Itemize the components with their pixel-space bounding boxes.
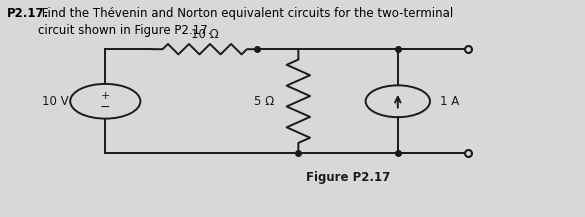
- Text: −: −: [100, 101, 111, 114]
- Text: P2.17.: P2.17.: [7, 7, 49, 20]
- Text: 5 Ω: 5 Ω: [253, 95, 274, 108]
- Text: Find the Thévenin and Norton equivalent circuits for the two-terminal: Find the Thévenin and Norton equivalent …: [38, 7, 453, 20]
- Text: Figure P2.17: Figure P2.17: [306, 171, 390, 184]
- Text: 10 V: 10 V: [42, 95, 69, 108]
- Text: 1 A: 1 A: [440, 95, 459, 108]
- Text: circuit shown in Figure P2.17.: circuit shown in Figure P2.17.: [38, 24, 211, 37]
- Text: +: +: [101, 91, 110, 101]
- Text: 10 Ω: 10 Ω: [191, 28, 219, 41]
